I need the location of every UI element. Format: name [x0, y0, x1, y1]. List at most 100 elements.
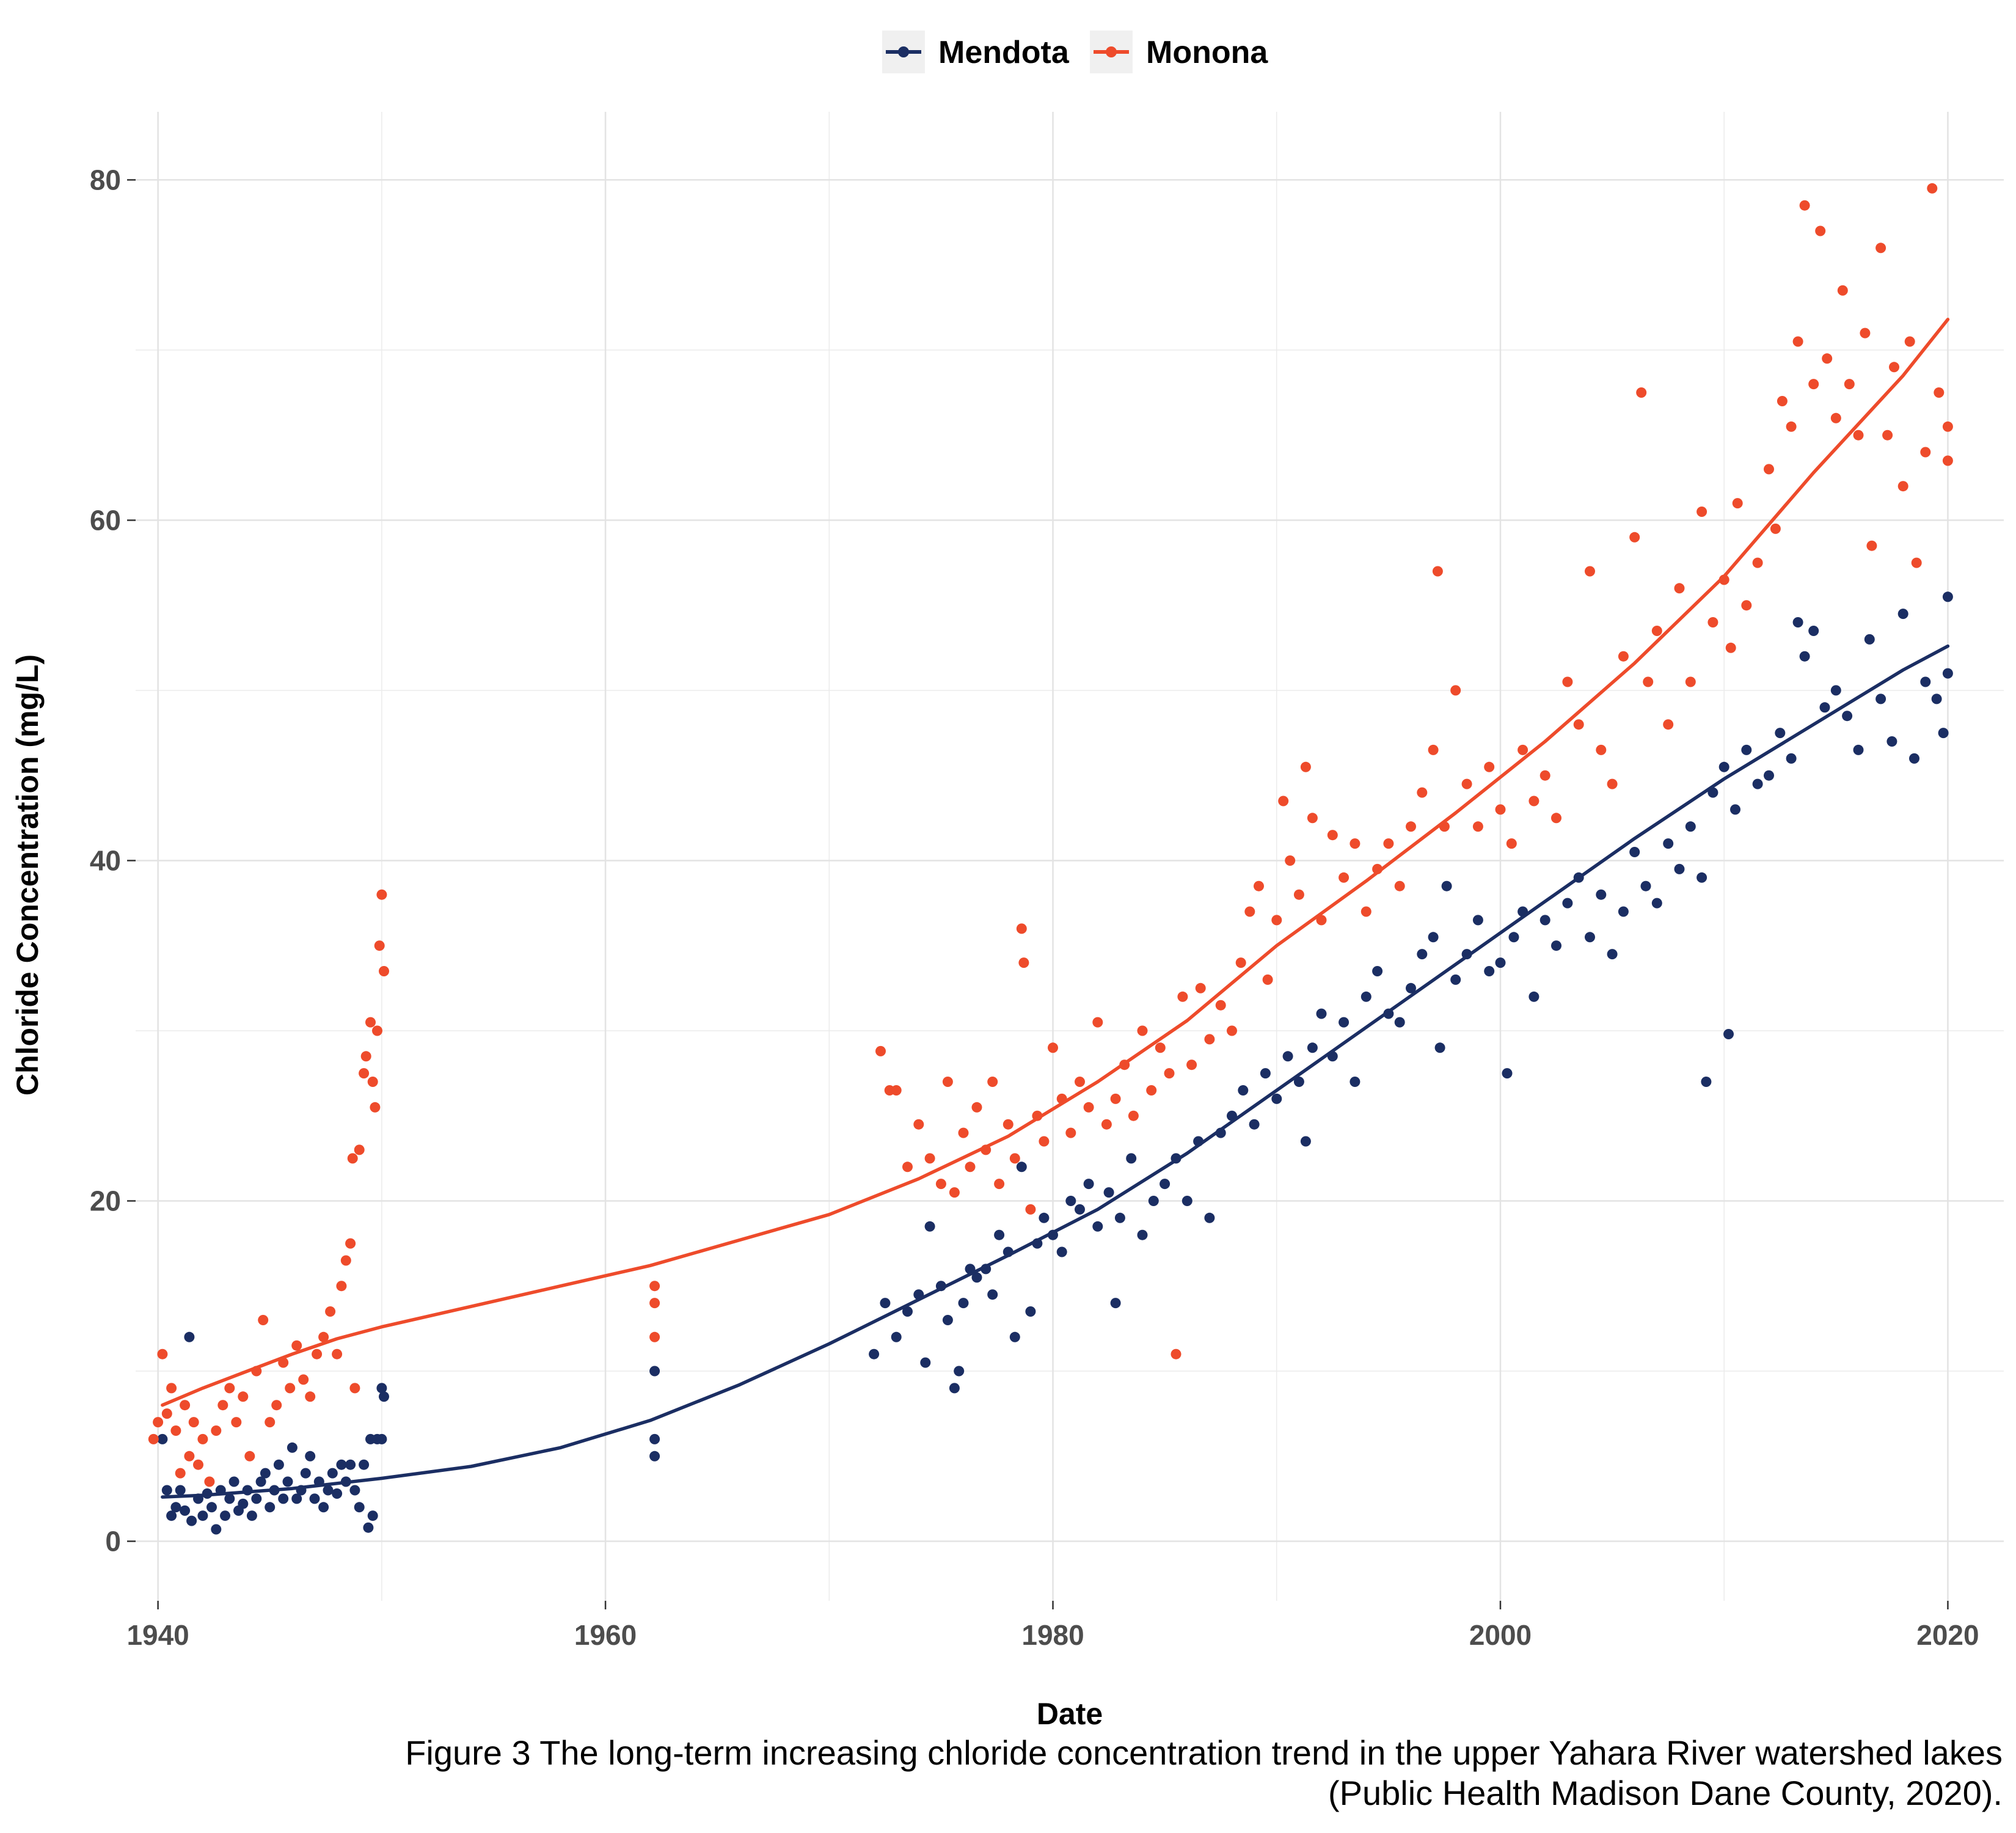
monona-point	[1484, 761, 1495, 772]
mendota-point	[224, 1493, 235, 1504]
monona-point	[1009, 1153, 1020, 1164]
mendota-point	[1092, 1221, 1103, 1232]
mendota-point	[1137, 1229, 1148, 1240]
monona-point	[649, 1331, 660, 1342]
mendota-point	[649, 1451, 660, 1462]
mendota-point	[1942, 668, 1953, 679]
monona-point	[336, 1281, 347, 1292]
mendota-point	[1920, 676, 1931, 687]
legend: Mendota Monona	[882, 31, 1268, 73]
mendota-point	[345, 1459, 356, 1470]
monona-point	[1195, 982, 1206, 993]
mendota-point	[971, 1272, 982, 1283]
mendota-point	[220, 1510, 230, 1521]
series-mendota	[157, 591, 1953, 1535]
monona-point	[1889, 362, 1899, 373]
mendota-point	[327, 1468, 338, 1479]
mendota-point	[1701, 1077, 1712, 1087]
monona-point	[1844, 379, 1855, 390]
mendota-point	[1349, 1077, 1360, 1087]
mendota-point	[649, 1433, 660, 1444]
monona-point	[1752, 557, 1763, 568]
mendota-point	[1103, 1187, 1114, 1198]
mendota-point	[994, 1229, 1005, 1240]
mendota-point	[278, 1493, 289, 1504]
monona-point	[1837, 285, 1848, 296]
monona-point	[1171, 1348, 1181, 1359]
mendota-point	[1502, 1068, 1513, 1079]
monona-point	[1573, 719, 1584, 730]
monona-point	[175, 1468, 186, 1479]
monona-point	[370, 1102, 381, 1113]
monona-point	[224, 1383, 235, 1394]
monona-point	[1461, 778, 1472, 789]
monona-point	[372, 1025, 382, 1036]
monona-point	[935, 1179, 946, 1190]
monona-point	[987, 1077, 998, 1087]
mendota-point	[1819, 702, 1830, 713]
mendota-point	[1065, 1196, 1076, 1206]
series-layer	[148, 183, 1953, 1535]
x-tick-labels: 1940 1960 1980 2000 2020	[126, 1619, 1979, 1651]
monona-point	[1528, 796, 1539, 807]
monona-point	[913, 1119, 924, 1130]
mendota-point	[1741, 744, 1752, 755]
mendota-point	[1853, 744, 1864, 755]
mendota-point	[206, 1502, 217, 1513]
mendota-point	[1585, 932, 1595, 943]
mendota-point	[251, 1493, 262, 1504]
y-tick-label: 80	[90, 164, 121, 196]
monona-point	[161, 1408, 172, 1419]
monona-point	[1934, 387, 1945, 398]
monona-point	[184, 1451, 195, 1462]
mendota-point	[336, 1459, 347, 1470]
monona-point	[157, 1348, 168, 1359]
monona-point	[365, 1017, 376, 1028]
plot-area	[127, 112, 2004, 1609]
monona-point	[1562, 676, 1573, 687]
monona-point	[1506, 838, 1517, 849]
monona-point	[1254, 880, 1264, 891]
mendota-point	[1204, 1212, 1215, 1223]
mendota-point	[180, 1505, 191, 1516]
monona-point	[942, 1077, 953, 1087]
mendota-point	[255, 1476, 266, 1487]
mendota-point	[1406, 982, 1416, 993]
mendota-point	[1764, 770, 1774, 781]
monona-point	[166, 1383, 177, 1394]
monona-point	[1830, 412, 1841, 423]
mendota-point	[1551, 940, 1561, 951]
mendota-point	[1830, 685, 1841, 696]
mendota-point	[954, 1366, 965, 1377]
monona-point	[1065, 1127, 1076, 1138]
mendota-point	[1339, 1017, 1349, 1028]
mendota-point	[1629, 847, 1640, 857]
monona-trend-line	[161, 318, 1950, 1407]
mendota-point	[1484, 966, 1495, 976]
mendota-point	[1607, 949, 1618, 960]
monona-point	[1227, 1025, 1237, 1036]
mendota-point	[309, 1493, 320, 1504]
mendota-point	[1075, 1204, 1085, 1215]
monona-point	[1293, 889, 1304, 900]
mendota-point	[880, 1298, 891, 1309]
mendota-point	[1875, 693, 1886, 704]
mendota-point	[1238, 1085, 1249, 1096]
monona-point	[1911, 557, 1922, 568]
monona-point	[265, 1417, 276, 1428]
monona-point	[971, 1102, 982, 1113]
monona-point	[360, 1051, 371, 1062]
mendota-point	[238, 1498, 249, 1509]
monona-point	[359, 1068, 370, 1079]
y-tick-label: 0	[105, 1526, 121, 1557]
monona-point	[291, 1340, 302, 1351]
mendota-point	[1417, 949, 1428, 960]
x-axis-title: Date	[1037, 1697, 1103, 1731]
grid	[127, 112, 2004, 1609]
monona-point	[1741, 600, 1752, 611]
mendota-point	[166, 1510, 177, 1521]
monona-point	[197, 1433, 208, 1444]
mendota-point	[186, 1515, 197, 1526]
mendota-point	[363, 1522, 374, 1533]
monona-point	[1003, 1119, 1013, 1130]
